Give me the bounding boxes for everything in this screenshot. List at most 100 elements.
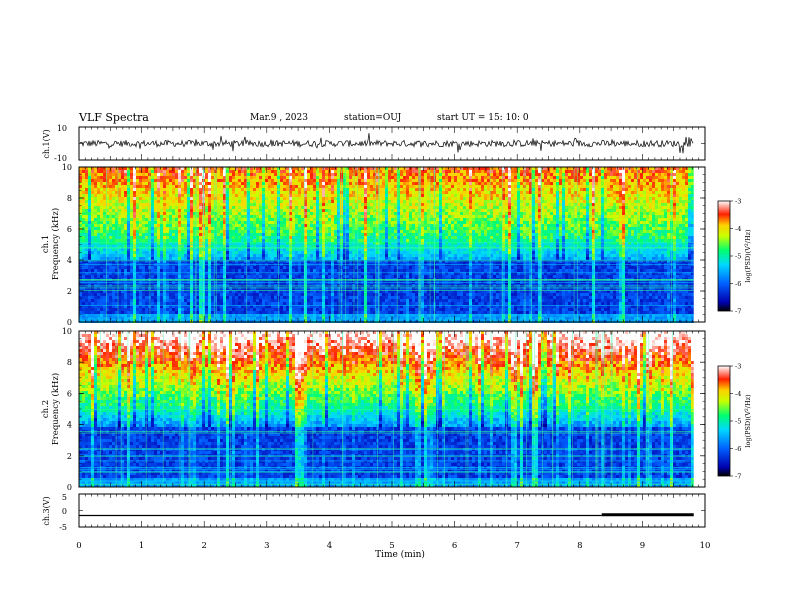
spectrogram-cell — [520, 203, 523, 206]
spectrogram-cell — [259, 188, 262, 191]
spectrogram-cell — [541, 203, 544, 206]
spectrogram-cell — [319, 230, 322, 233]
spectrogram-cell — [250, 170, 253, 173]
spectrogram-cell — [466, 170, 469, 173]
spectrogram-cell — [613, 233, 616, 236]
spectrogram-cell — [361, 206, 364, 209]
spectrogram-cell — [343, 206, 346, 209]
spectrogram-cell — [457, 173, 460, 176]
spectrogram-cell — [211, 218, 214, 221]
spectrogram-cell — [556, 173, 559, 176]
spectrogram-cell — [88, 176, 91, 179]
spectrogram-cell — [385, 212, 388, 215]
spectrogram-cell — [571, 182, 574, 185]
spectrogram-cell — [82, 185, 85, 188]
spectrogram-cell — [478, 194, 481, 197]
spectrogram-cell — [310, 176, 313, 179]
spectrogram-cell — [358, 167, 361, 170]
spectrogram-cell — [493, 179, 496, 182]
spectrogram-cell — [661, 176, 664, 179]
spectrogram-cell — [157, 227, 160, 230]
spectrogram-cell — [508, 179, 511, 182]
spectrogram-cell — [148, 191, 151, 194]
spectrogram-cell — [439, 203, 442, 206]
spectrogram-cell — [496, 185, 499, 188]
spectrogram-cell — [373, 230, 376, 233]
spectrogram-cell — [256, 182, 259, 185]
spectrogram-cell — [436, 191, 439, 194]
spectrogram-cell — [523, 230, 526, 233]
spectrogram-cell — [130, 173, 133, 176]
spectrogram-cell — [211, 173, 214, 176]
spectrogram-cell — [187, 203, 190, 206]
spectrogram-cell — [268, 200, 271, 203]
spectrogram-cell — [508, 227, 511, 230]
spectrogram-cell — [256, 233, 259, 236]
spectrogram-cell — [421, 233, 424, 236]
spectrogram-cell — [358, 200, 361, 203]
spectrogram-cell — [265, 236, 268, 239]
spectrogram-cell — [259, 173, 262, 176]
spectrogram-cell — [175, 230, 178, 233]
spectrogram-cell — [523, 233, 526, 236]
spectrogram-cell — [352, 191, 355, 194]
spectrogram-cell — [259, 185, 262, 188]
spectrogram-cell — [223, 203, 226, 206]
spectrogram-cell — [292, 215, 295, 218]
spectrogram-cell — [427, 170, 430, 173]
spectrogram-cell — [211, 212, 214, 215]
spectrogram-cell — [508, 233, 511, 236]
spectrogram-cell — [271, 197, 274, 200]
spectrogram-cell — [565, 188, 568, 191]
spectrogram-cell — [508, 170, 511, 173]
spectrogram-cell — [640, 176, 643, 179]
spectrogram-cell — [157, 167, 160, 170]
spectrogram-cell — [580, 197, 583, 200]
spectrogram-cell — [583, 206, 586, 209]
spectrogram-cell — [565, 200, 568, 203]
spectrogram-cell — [460, 221, 463, 224]
spectrogram-cell — [451, 206, 454, 209]
spectrogram-cell — [298, 194, 301, 197]
spectrogram-cell — [154, 200, 157, 203]
spectrogram-cell — [508, 206, 511, 209]
spectrogram-cell — [661, 230, 664, 233]
spectrogram-cell — [337, 206, 340, 209]
spectrogram-cell — [91, 212, 94, 215]
spectrogram-cell — [451, 188, 454, 191]
spectrogram-cell — [82, 197, 85, 200]
spectrogram-cell — [682, 206, 685, 209]
spectrogram-cell — [334, 203, 337, 206]
spectrogram-cell — [451, 224, 454, 227]
spectrogram-cell — [535, 215, 538, 218]
spectrogram-cell — [142, 224, 145, 227]
spectrogram-cell — [673, 170, 676, 173]
spectrogram-cell — [280, 227, 283, 230]
spectrogram-cell — [133, 203, 136, 206]
spectrogram-cell — [646, 182, 649, 185]
spectrogram-cell — [97, 218, 100, 221]
spectrogram-cell — [256, 173, 259, 176]
spectrogram-cell — [646, 170, 649, 173]
spectrogram-cell — [463, 182, 466, 185]
spectrogram-cell — [160, 185, 163, 188]
spectrogram-cell — [502, 209, 505, 212]
spectrogram-cell — [526, 182, 529, 185]
spectrogram-cell — [355, 233, 358, 236]
spectrogram-cell — [373, 224, 376, 227]
spectrogram-cell — [550, 176, 553, 179]
spectrogram-cell — [406, 233, 409, 236]
spectrogram-cell — [388, 188, 391, 191]
spectrogram-cell — [634, 227, 637, 230]
spectrogram-cell — [547, 218, 550, 221]
spectrogram-cell — [94, 206, 97, 209]
spectrogram-cell — [313, 200, 316, 203]
spectrogram-cell — [292, 230, 295, 233]
spectrogram-cell — [160, 194, 163, 197]
spectrogram-cell — [457, 185, 460, 188]
spectrogram-cell — [121, 170, 124, 173]
spectrogram-cell — [238, 188, 241, 191]
spectrogram-cell — [589, 173, 592, 176]
spectrogram-cell — [247, 176, 250, 179]
spectrogram-cell — [235, 230, 238, 233]
